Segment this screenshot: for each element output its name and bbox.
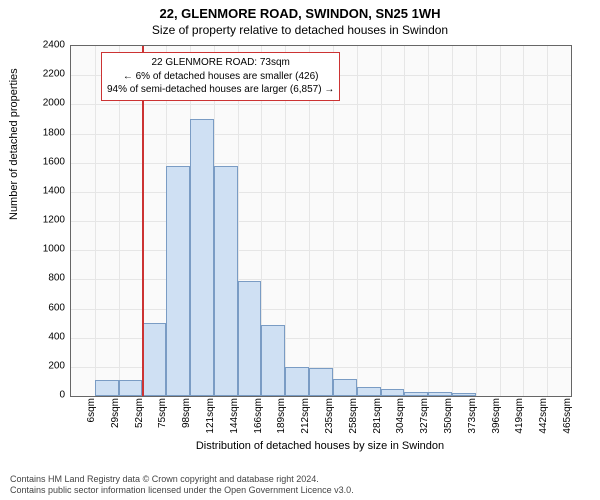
x-tick-label: 327sqm	[419, 398, 430, 434]
annotation-line3: 94% of semi-detached houses are larger (…	[107, 83, 334, 97]
y-tick-label: 0	[25, 390, 65, 401]
x-tick-label: 212sqm	[300, 398, 311, 434]
y-tick-label: 1800	[25, 127, 65, 138]
y-tick-label: 1600	[25, 156, 65, 167]
x-tick-label: 281sqm	[372, 398, 383, 434]
footer-line2: Contains public sector information licen…	[10, 485, 354, 496]
gridline-h	[71, 104, 571, 105]
gridline-v	[428, 46, 429, 396]
x-tick-label: 6sqm	[86, 398, 97, 422]
gridline-h	[71, 279, 571, 280]
y-tick-label: 600	[25, 302, 65, 313]
histogram-bar	[285, 367, 309, 396]
gridline-h	[71, 163, 571, 164]
gridline-v	[476, 46, 477, 396]
annotation-line2: ← 6% of detached houses are smaller (426…	[107, 70, 334, 84]
x-tick-label: 52sqm	[134, 398, 145, 428]
gridline-v	[357, 46, 358, 396]
y-tick-label: 800	[25, 273, 65, 284]
histogram-bar	[119, 380, 143, 396]
histogram-bar	[309, 368, 333, 396]
histogram-bar	[428, 392, 452, 396]
gridline-v	[523, 46, 524, 396]
y-tick-label: 1400	[25, 185, 65, 196]
chart-title-address: 22, GLENMORE ROAD, SWINDON, SN25 1WH	[0, 0, 600, 21]
gridline-v	[404, 46, 405, 396]
histogram-bar	[381, 389, 405, 396]
x-tick-label: 396sqm	[491, 398, 502, 434]
x-tick-label: 304sqm	[395, 398, 406, 434]
gridline-h	[71, 221, 571, 222]
histogram-bar	[261, 325, 285, 396]
gridline-h	[71, 250, 571, 251]
x-tick-label: 442sqm	[538, 398, 549, 434]
x-tick-label: 189sqm	[276, 398, 287, 434]
histogram-bar	[95, 380, 119, 396]
annotation-box: 22 GLENMORE ROAD: 73sqm ← 6% of detached…	[101, 52, 340, 101]
histogram-bar	[166, 166, 190, 396]
y-tick-label: 1000	[25, 244, 65, 255]
histogram-bar	[333, 379, 357, 397]
y-tick-label: 200	[25, 360, 65, 371]
gridline-v	[452, 46, 453, 396]
histogram-bar	[238, 281, 262, 396]
x-tick-label: 29sqm	[110, 398, 121, 428]
x-tick-label: 75sqm	[157, 398, 168, 428]
y-axis-label: Number of detached properties	[8, 68, 20, 220]
histogram-bar	[452, 393, 476, 396]
histogram-bar	[190, 119, 214, 396]
plot-area: 22 GLENMORE ROAD: 73sqm ← 6% of detached…	[70, 45, 572, 397]
histogram-bar	[214, 166, 238, 396]
x-axis-label: Distribution of detached houses by size …	[70, 440, 570, 452]
x-tick-label: 258sqm	[348, 398, 359, 434]
x-tick-label: 121sqm	[205, 398, 216, 434]
chart-container: { "header": { "address": "22, GLENMORE R…	[0, 0, 600, 500]
x-tick-label: 235sqm	[324, 398, 335, 434]
gridline-h	[71, 192, 571, 193]
x-tick-label: 166sqm	[253, 398, 264, 434]
y-tick-label: 2000	[25, 98, 65, 109]
y-tick-label: 2200	[25, 69, 65, 80]
histogram-bar	[357, 387, 381, 396]
x-tick-label: 98sqm	[181, 398, 192, 428]
footer-line1: Contains HM Land Registry data © Crown c…	[10, 474, 354, 485]
y-tick-label: 1200	[25, 215, 65, 226]
x-tick-label: 144sqm	[229, 398, 240, 434]
gridline-h	[71, 134, 571, 135]
annotation-line1: 22 GLENMORE ROAD: 73sqm	[107, 56, 334, 70]
x-tick-label: 350sqm	[443, 398, 454, 434]
gridline-h	[71, 309, 571, 310]
footer-attribution: Contains HM Land Registry data © Crown c…	[10, 474, 354, 496]
chart-subtitle: Size of property relative to detached ho…	[0, 21, 600, 37]
histogram-bar	[142, 323, 166, 396]
gridline-v	[95, 46, 96, 396]
gridline-v	[547, 46, 548, 396]
x-tick-label: 465sqm	[562, 398, 573, 434]
x-tick-label: 373sqm	[467, 398, 478, 434]
gridline-v	[500, 46, 501, 396]
gridline-v	[381, 46, 382, 396]
y-tick-label: 400	[25, 331, 65, 342]
histogram-bar	[404, 392, 428, 396]
x-tick-label: 419sqm	[514, 398, 525, 434]
y-tick-label: 2400	[25, 40, 65, 51]
